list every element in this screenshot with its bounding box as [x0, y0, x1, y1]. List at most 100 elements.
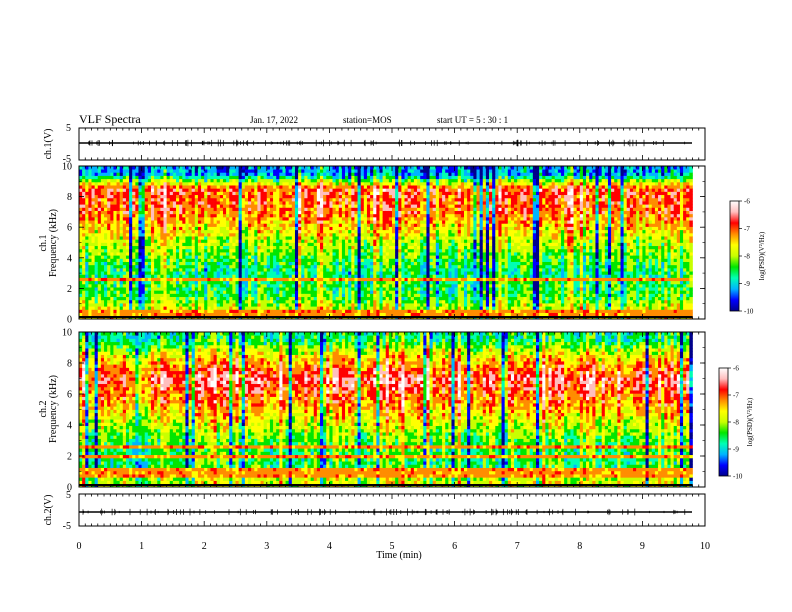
spectrogram-cell	[307, 220, 310, 224]
spectrogram-cell	[339, 172, 342, 176]
spectrogram-cell	[110, 243, 113, 247]
spectrogram-cell	[245, 258, 248, 262]
spectrogram-cell	[220, 309, 223, 313]
spectrogram-cell	[307, 297, 310, 301]
spectrogram-cell	[295, 239, 298, 243]
spectrogram-cell	[192, 233, 195, 237]
spectrogram-cell	[82, 309, 85, 313]
spectrogram-cell	[160, 227, 163, 231]
spectrogram-cell	[104, 306, 107, 310]
spectrogram-cell	[282, 300, 285, 304]
spectrogram-cell	[85, 207, 88, 211]
spectrogram-cell	[376, 239, 379, 243]
spectrogram-cell	[342, 243, 345, 247]
spectrogram-cell	[361, 169, 364, 173]
spectrogram-cell	[304, 223, 307, 227]
spectrogram-cell	[85, 306, 88, 310]
spectrogram-cell	[351, 297, 354, 301]
spectrogram-cell	[173, 214, 176, 218]
spectrogram-cell	[123, 220, 126, 224]
spectrogram-cell	[270, 236, 273, 240]
spectrogram-cell	[273, 255, 276, 259]
spectrogram-cell	[276, 179, 279, 183]
spectrogram-cell	[289, 268, 292, 272]
spectrogram-cell	[367, 258, 370, 262]
spectrogram-cell	[101, 274, 104, 278]
spectrogram-cell	[101, 172, 104, 176]
spectrogram-cell	[379, 309, 382, 313]
spectrogram-cell	[270, 182, 273, 186]
spectrogram-cell	[270, 169, 273, 173]
spectrogram-cell	[273, 262, 276, 266]
spectrogram-cell	[173, 258, 176, 262]
spectrogram-cell	[138, 223, 141, 227]
spectrogram-cell	[289, 284, 292, 288]
spectrogram-cell	[132, 303, 135, 307]
spectrogram-cell	[151, 217, 154, 221]
spectrogram-cell	[92, 179, 95, 183]
spectrogram-cell	[358, 217, 361, 221]
spectrogram-cell	[364, 274, 367, 278]
spectrogram-cell	[358, 303, 361, 307]
spectrogram-cell	[92, 249, 95, 253]
spectrogram-cell	[333, 303, 336, 307]
spectrogram-cell	[145, 195, 148, 199]
spectrogram-cell	[126, 179, 129, 183]
spectrogram-cell	[160, 303, 163, 307]
spectrogram-cell	[276, 303, 279, 307]
spectrogram-cell	[279, 227, 282, 231]
spectrogram-cell	[217, 207, 220, 211]
spectrogram-cell	[148, 252, 151, 256]
spectrogram-cell	[201, 294, 204, 298]
spectrogram-cell	[123, 252, 126, 256]
spectrogram-cell	[176, 309, 179, 313]
spectrogram-cell	[245, 313, 248, 317]
spectrogram-cell	[339, 220, 342, 224]
spectrogram-cell	[107, 188, 110, 192]
spectrogram-cell	[138, 255, 141, 259]
spectrogram-cell	[123, 233, 126, 237]
spectrogram-cell	[270, 284, 273, 288]
spectrogram-cell	[254, 207, 257, 211]
spectrogram-cell	[126, 201, 129, 205]
spectrogram-cell	[345, 227, 348, 231]
spectrogram-cell	[370, 258, 373, 262]
spectrogram-cell	[179, 236, 182, 240]
spectrogram-cell	[210, 204, 213, 208]
spectrogram-cell	[154, 290, 157, 294]
spectrogram-cell	[98, 243, 101, 247]
spectrogram-cell	[126, 252, 129, 256]
spectrogram-cell	[101, 230, 104, 234]
spectrogram-cell	[154, 201, 157, 205]
spectrogram-cell	[120, 300, 123, 304]
spectrogram-cell	[370, 255, 373, 259]
spectrogram-cell	[276, 201, 279, 205]
spectrogram-cell	[110, 207, 113, 211]
spectrogram-cell	[376, 294, 379, 298]
spectrogram-cell	[82, 230, 85, 234]
spectrogram-cell	[333, 297, 336, 301]
spectrogram-cell	[92, 172, 95, 176]
spectrogram-cell	[329, 306, 332, 310]
spectrogram-cell	[120, 290, 123, 294]
spectrogram-cell	[351, 176, 354, 180]
spectrogram-cell	[104, 220, 107, 224]
spectrogram-cell	[264, 176, 267, 180]
spectrogram-cell	[170, 201, 173, 205]
spectrogram-cell	[164, 249, 167, 253]
spectrogram-cell	[286, 284, 289, 288]
spectrogram-cell	[220, 271, 223, 275]
spectrogram-cell	[195, 271, 198, 275]
spectrogram-cell	[120, 306, 123, 310]
spectrogram-cell	[148, 201, 151, 205]
spectrogram-cell	[320, 223, 323, 227]
spectrogram-cell	[267, 303, 270, 307]
spectrogram-cell	[110, 249, 113, 253]
spectrogram-cell	[298, 227, 301, 231]
spectrogram-cell	[282, 313, 285, 317]
spectrogram-cell	[110, 258, 113, 262]
spectrogram-cell	[195, 185, 198, 189]
spectrogram-cell	[257, 268, 260, 272]
spectrogram-cell	[326, 239, 329, 243]
spectrogram-cell	[264, 227, 267, 231]
